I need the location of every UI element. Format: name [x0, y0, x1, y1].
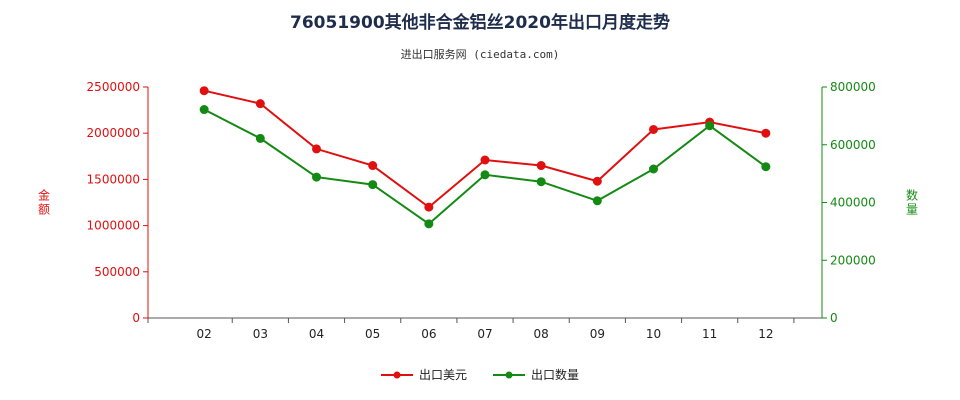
series-1-point — [368, 180, 378, 190]
legend-swatch-quantity — [493, 371, 525, 378]
chart-legend: 出口美元 出口数量 — [0, 366, 960, 383]
y-left-tick-label: 2500000 — [87, 80, 140, 94]
x-tick-label: 10 — [646, 327, 661, 341]
series-0-point — [761, 128, 771, 138]
series-1-point — [705, 121, 715, 131]
x-tick-label: 04 — [309, 327, 324, 341]
series-1-point — [649, 164, 658, 174]
series-line-0 — [203, 89, 767, 209]
y-right-tick-label: 600000 — [830, 138, 876, 152]
x-tick-label: 02 — [197, 327, 212, 341]
x-tick-label: 09 — [590, 327, 605, 341]
series-0-point — [255, 99, 265, 109]
x-tick-label: 07 — [477, 327, 492, 341]
y-left-tick-label: 0 — [132, 311, 140, 325]
y-left-tick-label: 1000000 — [87, 219, 140, 233]
y-axis-right-title: 数量 — [906, 188, 918, 217]
series-1-point — [199, 105, 209, 115]
x-tick-label: 05 — [365, 327, 380, 341]
series-1-point — [424, 219, 434, 229]
x-tick-label: 06 — [421, 327, 436, 341]
series-0-point — [312, 144, 321, 154]
legend-label-usd: 出口美元 — [418, 368, 467, 382]
series-1-point — [536, 177, 546, 187]
y-left-tick-label: 1500000 — [87, 172, 140, 186]
series-0-point — [592, 176, 602, 186]
series-1-point — [312, 172, 321, 182]
legend-item-usd: 出口美元 — [380, 366, 467, 383]
legend-label-quantity: 出口数量 — [531, 368, 580, 382]
y-right-tick-label: 800000 — [830, 80, 876, 94]
series-1-point — [255, 133, 265, 143]
chart-title: 76051900其他非合金铝丝2020年出口月度走势 — [290, 13, 670, 33]
y-left-tick-label: 2000000 — [87, 126, 140, 140]
series-0-point — [368, 161, 378, 171]
y-left-tick-label: 500000 — [94, 265, 140, 279]
x-tick-label: 08 — [534, 327, 549, 341]
y-axis-left-title: 金额 — [38, 188, 50, 217]
y-right-tick-label: 200000 — [830, 253, 876, 267]
x-tick-label: 12 — [758, 327, 773, 341]
x-tick-label: 03 — [253, 327, 268, 341]
y-right-tick-label: 400000 — [830, 196, 876, 210]
series-0-point — [536, 161, 546, 171]
series-1-point — [480, 170, 490, 180]
x-tick-label: 11 — [702, 327, 717, 341]
series-1-point — [761, 162, 771, 172]
series-0-point — [199, 86, 209, 96]
chart-subtitle: 进出口服务网 (ciedata.com) — [400, 48, 560, 61]
series-0-point — [480, 155, 490, 165]
legend-item-quantity: 出口数量 — [493, 366, 579, 383]
y-right-tick-label: 0 — [830, 311, 838, 325]
series-0-point — [424, 202, 434, 212]
series-0-point — [649, 125, 658, 135]
series-1-point — [592, 196, 602, 206]
legend-swatch-usd — [380, 371, 413, 378]
